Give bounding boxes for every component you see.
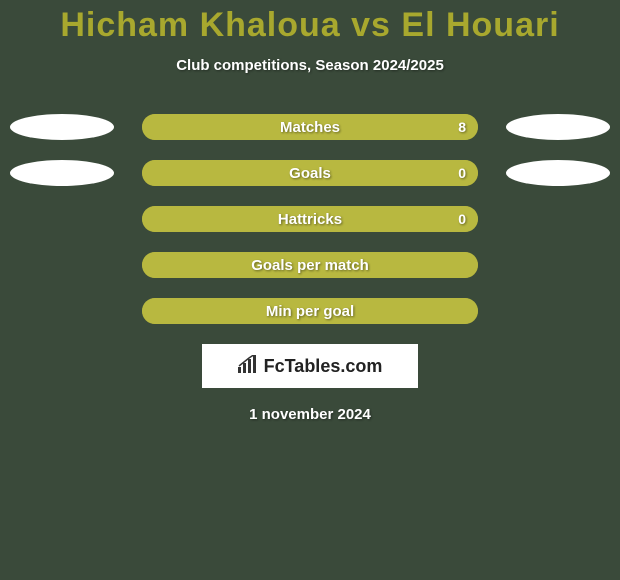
chart-icon (238, 355, 260, 378)
bar-value: 0 (458, 206, 466, 232)
page-subtitle: Club competitions, Season 2024/2025 (0, 57, 620, 74)
right-ellipse (506, 114, 610, 140)
left-ellipse (10, 114, 114, 140)
stat-row: Hattricks 0 (10, 206, 610, 232)
brand-text: FcTables.com (264, 356, 383, 377)
stat-row: Matches 8 (10, 114, 610, 140)
bar-label: Goals per match (142, 252, 478, 278)
stat-row: Goals per match (10, 252, 610, 278)
bar-label: Matches (142, 114, 478, 140)
stat-row: Goals 0 (10, 160, 610, 186)
page-title: Hicham Khaloua vs El Houari (0, 0, 620, 45)
bar-label: Goals (142, 160, 478, 186)
stat-row: Min per goal (10, 298, 610, 324)
bar-value: 0 (458, 160, 466, 186)
stat-bar: Hattricks 0 (142, 206, 478, 232)
stat-bar: Matches 8 (142, 114, 478, 140)
brand-inner: FcTables.com (238, 355, 383, 378)
stat-bar: Goals per match (142, 252, 478, 278)
stat-bar: Goals 0 (142, 160, 478, 186)
stat-rows: Matches 8 Goals 0 Hattricks 0 (0, 114, 620, 324)
bar-value: 8 (458, 114, 466, 140)
bar-label: Hattricks (142, 206, 478, 232)
comparison-infographic: Hicham Khaloua vs El Houari Club competi… (0, 0, 620, 580)
left-ellipse (10, 160, 114, 186)
brand-box: FcTables.com (202, 344, 418, 388)
stat-bar: Min per goal (142, 298, 478, 324)
bar-label: Min per goal (142, 298, 478, 324)
right-ellipse (506, 160, 610, 186)
date-label: 1 november 2024 (0, 406, 620, 423)
